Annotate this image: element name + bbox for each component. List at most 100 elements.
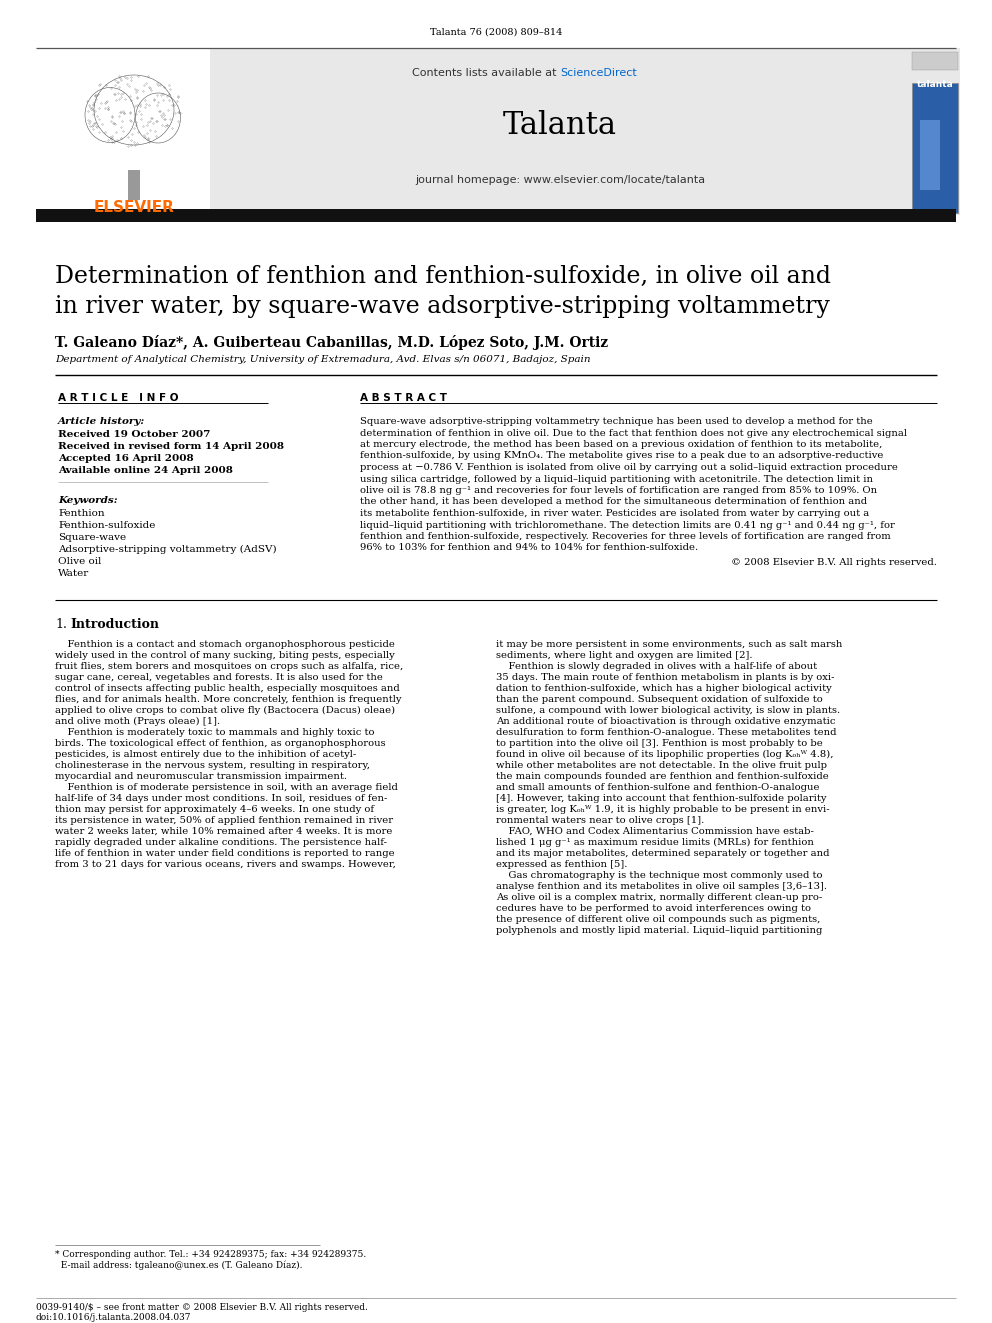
Text: Square-wave: Square-wave bbox=[58, 533, 126, 542]
Text: Fenthion-sulfoxide: Fenthion-sulfoxide bbox=[58, 521, 156, 531]
Bar bbox=[912, 52, 958, 70]
Text: polyphenols and mostly lipid material. Liquid–liquid partitioning: polyphenols and mostly lipid material. L… bbox=[496, 926, 822, 935]
Text: Fenthion is of moderate persistence in soil, with an average field: Fenthion is of moderate persistence in s… bbox=[55, 783, 398, 792]
Text: expressed as fenthion [5].: expressed as fenthion [5]. bbox=[496, 860, 627, 869]
Text: Available online 24 April 2008: Available online 24 April 2008 bbox=[58, 466, 233, 475]
Bar bbox=[912, 83, 958, 213]
Text: [4]. However, taking into account that fenthion-sulfoxide polarity: [4]. However, taking into account that f… bbox=[496, 794, 826, 803]
Text: its metabolite fenthion-sulfoxide, in river water. Pesticides are isolated from : its metabolite fenthion-sulfoxide, in ri… bbox=[360, 509, 869, 519]
Text: A B S T R A C T: A B S T R A C T bbox=[360, 393, 447, 404]
Bar bbox=[128, 169, 140, 200]
Text: birds. The toxicological effect of fenthion, as organophosphorous: birds. The toxicological effect of fenth… bbox=[55, 740, 386, 747]
Text: fenthion-sulfoxide, by using KMnO₄. The metabolite gives rise to a peak due to a: fenthion-sulfoxide, by using KMnO₄. The … bbox=[360, 451, 883, 460]
Text: process at −0.786 V. Fenthion is isolated from olive oil by carrying out a solid: process at −0.786 V. Fenthion is isolate… bbox=[360, 463, 898, 472]
Text: rapidly degraded under alkaline conditions. The persistence half-: rapidly degraded under alkaline conditio… bbox=[55, 837, 387, 847]
Text: water 2 weeks later, while 10% remained after 4 weeks. It is more: water 2 weeks later, while 10% remained … bbox=[55, 827, 393, 836]
Text: Determination of fenthion and fenthion-sulfoxide, in olive oil and: Determination of fenthion and fenthion-s… bbox=[55, 265, 831, 288]
Text: half-life of 34 days under most conditions. In soil, residues of fen-: half-life of 34 days under most conditio… bbox=[55, 794, 387, 803]
Text: is greater, log Kₒₕᵂ 1.9, it is highly probable to be present in envi-: is greater, log Kₒₕᵂ 1.9, it is highly p… bbox=[496, 804, 829, 814]
Text: found in olive oil because of its lipophilic properties (log Kₒₕᵂ 4.8),: found in olive oil because of its lipoph… bbox=[496, 750, 833, 759]
Text: Received 19 October 2007: Received 19 October 2007 bbox=[58, 430, 210, 439]
Bar bbox=[36, 209, 956, 222]
Text: Square-wave adsorptive-stripping voltammetry technique has been used to develop : Square-wave adsorptive-stripping voltamm… bbox=[360, 417, 873, 426]
Text: pesticides, is almost entirely due to the inhibition of acetyl-: pesticides, is almost entirely due to th… bbox=[55, 750, 356, 759]
Text: Olive oil: Olive oil bbox=[58, 557, 101, 566]
Text: its persistence in water, 50% of applied fenthion remained in river: its persistence in water, 50% of applied… bbox=[55, 816, 393, 826]
Text: journal homepage: www.elsevier.com/locate/talanta: journal homepage: www.elsevier.com/locat… bbox=[415, 175, 705, 185]
Text: Fenthion: Fenthion bbox=[58, 509, 104, 519]
Text: dation to fenthion-sulfoxide, which has a higher biological activity: dation to fenthion-sulfoxide, which has … bbox=[496, 684, 831, 693]
Text: cedures have to be performed to avoid interferences owing to: cedures have to be performed to avoid in… bbox=[496, 904, 811, 913]
Text: and olive moth (Prays oleae) [1].: and olive moth (Prays oleae) [1]. bbox=[55, 717, 220, 726]
Text: ELSEVIER: ELSEVIER bbox=[93, 200, 175, 216]
Text: Adsorptive-stripping voltammetry (AdSV): Adsorptive-stripping voltammetry (AdSV) bbox=[58, 545, 277, 554]
Text: determination of fenthion in olive oil. Due to the fact that fenthion does not g: determination of fenthion in olive oil. … bbox=[360, 429, 907, 438]
Text: to partition into the olive oil [3]. Fenthion is most probably to be: to partition into the olive oil [3]. Fen… bbox=[496, 740, 822, 747]
Text: desulfuration to form fenthion-O-analogue. These metabolites tend: desulfuration to form fenthion-O-analogu… bbox=[496, 728, 836, 737]
Text: Gas chromatography is the technique most commonly used to: Gas chromatography is the technique most… bbox=[496, 871, 822, 880]
Text: at mercury electrode, the method has been based on a previous oxidation of fenth: at mercury electrode, the method has bee… bbox=[360, 441, 882, 448]
Text: life of fenthion in water under field conditions is reported to range: life of fenthion in water under field co… bbox=[55, 849, 395, 859]
Text: An additional route of bioactivation is through oxidative enzymatic: An additional route of bioactivation is … bbox=[496, 717, 835, 726]
Text: thion may persist for approximately 4–6 weeks. In one study of: thion may persist for approximately 4–6 … bbox=[55, 804, 374, 814]
Text: Department of Analytical Chemistry, University of Extremadura, Avd. Elvas s/n 06: Department of Analytical Chemistry, Univ… bbox=[55, 355, 590, 364]
Bar bbox=[920, 120, 940, 191]
Text: olive oil is 78.8 ng g⁻¹ and recoveries for four levels of fortification are ran: olive oil is 78.8 ng g⁻¹ and recoveries … bbox=[360, 486, 877, 495]
Text: and small amounts of fenthion-sulfone and fenthion-O-analogue: and small amounts of fenthion-sulfone an… bbox=[496, 783, 819, 792]
Text: Talanta 76 (2008) 809–814: Talanta 76 (2008) 809–814 bbox=[430, 28, 562, 37]
Text: Contents lists available at: Contents lists available at bbox=[412, 67, 560, 78]
Text: ScienceDirect: ScienceDirect bbox=[560, 67, 637, 78]
Bar bbox=[910, 48, 960, 216]
Text: and its major metabolites, determined separately or together and: and its major metabolites, determined se… bbox=[496, 849, 829, 859]
Text: control of insects affecting public health, especially mosquitoes and: control of insects affecting public heal… bbox=[55, 684, 400, 693]
Text: talanta: talanta bbox=[917, 79, 953, 89]
Text: sediments, where light and oxygen are limited [2].: sediments, where light and oxygen are li… bbox=[496, 651, 753, 660]
Text: liquid–liquid partitioning with trichloromethane. The detection limits are 0.41 : liquid–liquid partitioning with trichlor… bbox=[360, 520, 895, 529]
Text: analyse fenthion and its metabolites in olive oil samples [3,6–13].: analyse fenthion and its metabolites in … bbox=[496, 882, 827, 890]
Text: Talanta: Talanta bbox=[503, 110, 617, 142]
Text: flies, and for animals health. More concretely, fenthion is frequently: flies, and for animals health. More conc… bbox=[55, 695, 402, 704]
Text: sulfone, a compound with lower biological activity, is slow in plants.: sulfone, a compound with lower biologica… bbox=[496, 706, 840, 714]
Text: it may be more persistent in some environments, such as salt marsh: it may be more persistent in some enviro… bbox=[496, 640, 842, 650]
Text: * Corresponding author. Tel.: +34 924289375; fax: +34 924289375.: * Corresponding author. Tel.: +34 924289… bbox=[55, 1250, 366, 1259]
Text: A R T I C L E   I N F O: A R T I C L E I N F O bbox=[58, 393, 179, 404]
Text: cholinesterase in the nervous system, resulting in respiratory,: cholinesterase in the nervous system, re… bbox=[55, 761, 370, 770]
Text: using silica cartridge, followed by a liquid–liquid partitioning with acetonitri: using silica cartridge, followed by a li… bbox=[360, 475, 873, 483]
Text: 35 days. The main route of fenthion metabolism in plants is by oxi-: 35 days. The main route of fenthion meta… bbox=[496, 673, 834, 681]
Bar bbox=[210, 48, 910, 216]
Text: the main compounds founded are fenthion and fenthion-sulfoxide: the main compounds founded are fenthion … bbox=[496, 773, 828, 781]
Text: Fenthion is a contact and stomach organophosphorous pesticide: Fenthion is a contact and stomach organo… bbox=[55, 640, 395, 650]
Text: As olive oil is a complex matrix, normally different clean-up pro-: As olive oil is a complex matrix, normal… bbox=[496, 893, 822, 902]
Text: FAO, WHO and Codex Alimentarius Commission have estab-: FAO, WHO and Codex Alimentarius Commissi… bbox=[496, 827, 813, 836]
Text: in river water, by square-wave adsorptive-stripping voltammetry: in river water, by square-wave adsorptiv… bbox=[55, 295, 830, 318]
Text: the other hand, it has been developed a method for the simultaneous determinatio: the other hand, it has been developed a … bbox=[360, 497, 867, 507]
Text: widely used in the control of many sucking, biting pests, especially: widely used in the control of many sucki… bbox=[55, 651, 395, 660]
Text: Keywords:: Keywords: bbox=[58, 496, 118, 505]
Text: while other metabolites are not detectable. In the olive fruit pulp: while other metabolites are not detectab… bbox=[496, 761, 827, 770]
Text: sugar cane, cereal, vegetables and forests. It is also used for the: sugar cane, cereal, vegetables and fores… bbox=[55, 673, 383, 681]
Text: Water: Water bbox=[58, 569, 89, 578]
Text: doi:10.1016/j.talanta.2008.04.037: doi:10.1016/j.talanta.2008.04.037 bbox=[36, 1312, 191, 1322]
Text: the presence of different olive oil compounds such as pigments,: the presence of different olive oil comp… bbox=[496, 916, 820, 923]
Text: Introduction: Introduction bbox=[70, 618, 159, 631]
Text: Accepted 16 April 2008: Accepted 16 April 2008 bbox=[58, 454, 193, 463]
Text: Article history:: Article history: bbox=[58, 417, 145, 426]
Text: 0039-9140/$ – see front matter © 2008 Elsevier B.V. All rights reserved.: 0039-9140/$ – see front matter © 2008 El… bbox=[36, 1303, 368, 1312]
Text: 1.: 1. bbox=[55, 618, 66, 631]
Text: Fenthion is moderately toxic to mammals and highly toxic to: Fenthion is moderately toxic to mammals … bbox=[55, 728, 375, 737]
Text: applied to olive crops to combat olive fly (Bactocera (Dacus) oleae): applied to olive crops to combat olive f… bbox=[55, 706, 395, 716]
Text: fruit flies, stem borers and mosquitoes on crops such as alfalfa, rice,: fruit flies, stem borers and mosquitoes … bbox=[55, 662, 404, 671]
Text: ronmental waters near to olive crops [1].: ronmental waters near to olive crops [1]… bbox=[496, 816, 704, 826]
Text: © 2008 Elsevier B.V. All rights reserved.: © 2008 Elsevier B.V. All rights reserved… bbox=[731, 558, 937, 568]
Text: T. Galeano Díaz*, A. Guiberteau Cabanillas, M.D. López Soto, J.M. Ortiz: T. Galeano Díaz*, A. Guiberteau Cabanill… bbox=[55, 335, 608, 351]
Text: 96% to 103% for fenthion and 94% to 104% for fenthion-sulfoxide.: 96% to 103% for fenthion and 94% to 104%… bbox=[360, 544, 698, 553]
Text: myocardial and neuromuscular transmission impairment.: myocardial and neuromuscular transmissio… bbox=[55, 773, 347, 781]
Text: from 3 to 21 days for various oceans, rivers and swamps. However,: from 3 to 21 days for various oceans, ri… bbox=[55, 860, 396, 869]
Text: than the parent compound. Subsequent oxidation of sulfoxide to: than the parent compound. Subsequent oxi… bbox=[496, 695, 822, 704]
Text: Received in revised form 14 April 2008: Received in revised form 14 April 2008 bbox=[58, 442, 284, 451]
Text: fenthion and fenthion-sulfoxide, respectively. Recoveries for three levels of fo: fenthion and fenthion-sulfoxide, respect… bbox=[360, 532, 891, 541]
Text: lished 1 μg g⁻¹ as maximum residue limits (MRLs) for fenthion: lished 1 μg g⁻¹ as maximum residue limit… bbox=[496, 837, 813, 847]
Text: Fenthion is slowly degraded in olives with a half-life of about: Fenthion is slowly degraded in olives wi… bbox=[496, 662, 817, 671]
Bar bbox=[60, 60, 208, 200]
Text: E-mail address: tgaleano@unex.es (T. Galeano Díaz).: E-mail address: tgaleano@unex.es (T. Gal… bbox=[55, 1261, 303, 1270]
